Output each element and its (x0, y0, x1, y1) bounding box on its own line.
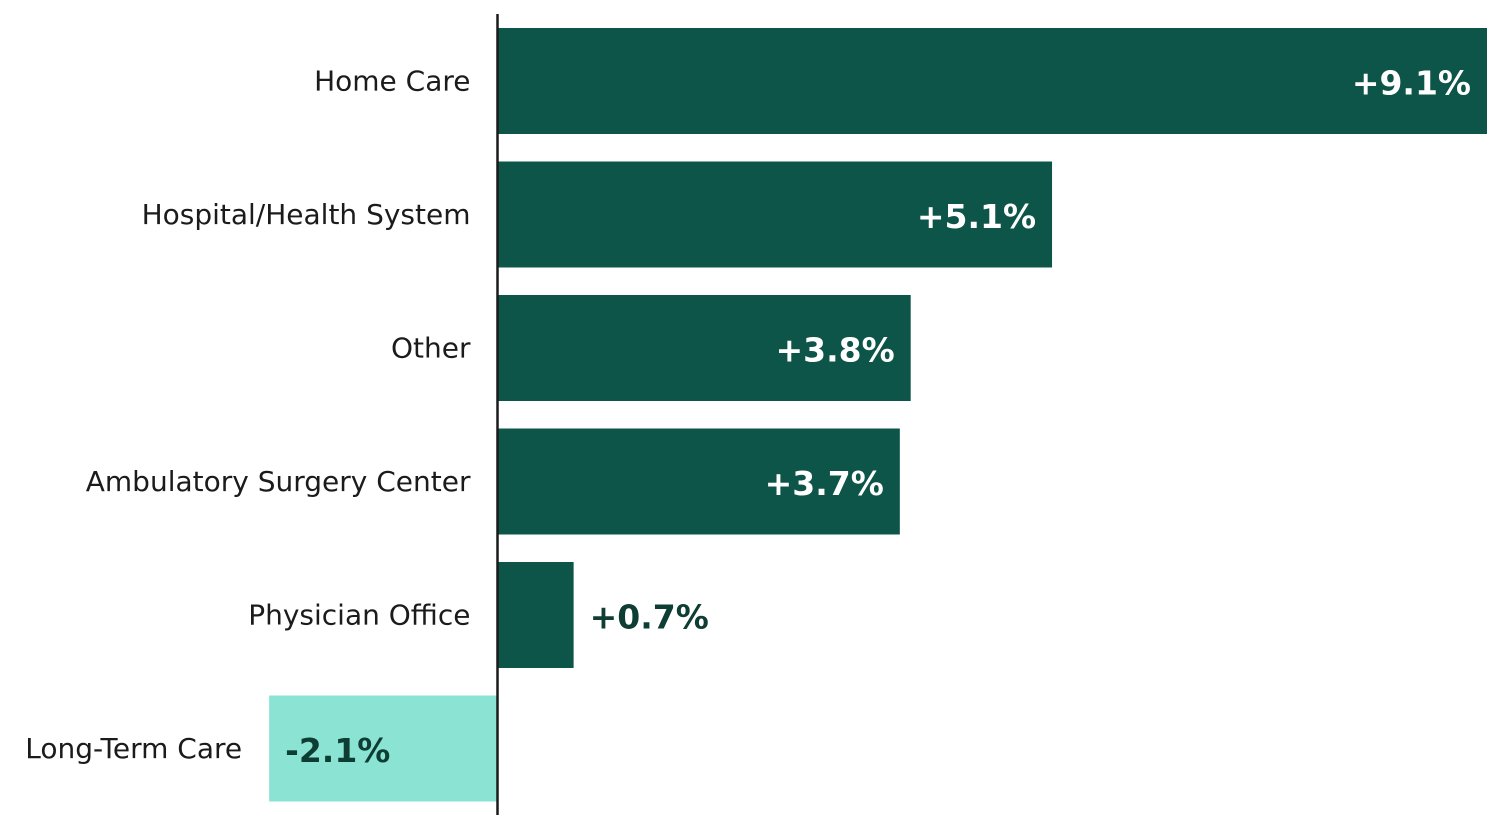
category-label-2: Other (391, 332, 471, 365)
bar-1 (497, 161, 1053, 268)
value-label-0: +9.1% (1352, 64, 1471, 103)
category-labels-group: Home Care Hospital/Health System Other Ambu… (25, 65, 471, 766)
bar-0 (497, 28, 1487, 134)
category-label-5: Long-Term Care (25, 732, 242, 765)
category-label-4: Physician Office (248, 599, 470, 632)
category-label-0: Home Care (314, 65, 470, 98)
category-label-1: Hospital/Health System (142, 198, 471, 231)
bars-group (269, 28, 1487, 802)
category-label-3: Ambulatory Surgery Center (86, 465, 471, 498)
value-label-5: -2.1% (285, 731, 390, 770)
value-labels-group: +9.1% +5.1% +3.8% +3.7% +0.7% -2.1% (285, 64, 1471, 771)
bar-4 (497, 562, 574, 668)
value-label-2: +3.8% (776, 331, 895, 370)
bar-2 (497, 295, 911, 401)
value-label-4: +0.7% (590, 598, 709, 637)
value-label-3: +3.7% (765, 464, 884, 503)
value-label-1: +5.1% (917, 197, 1036, 236)
bar-5 (269, 695, 498, 802)
bar-3 (497, 428, 900, 535)
